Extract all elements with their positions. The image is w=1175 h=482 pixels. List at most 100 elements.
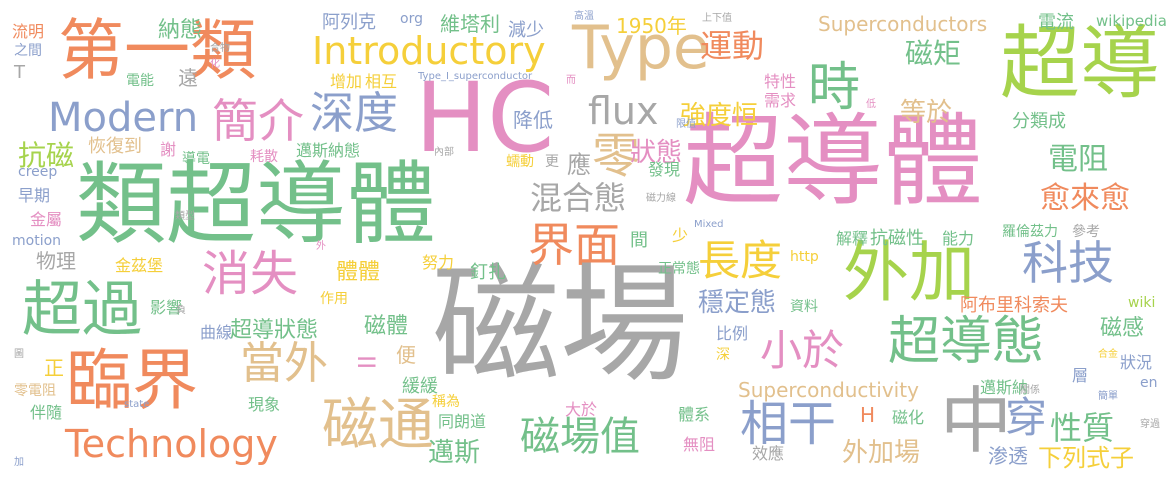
word-normal-state: 正常態 — [658, 261, 700, 277]
word-intensity-constant: 強度恒 — [680, 101, 759, 131]
word-outside: 外 — [316, 241, 326, 252]
word-situation: 狀況 — [1120, 353, 1153, 372]
word-science-tech: 科技 — [1022, 236, 1114, 290]
word-field-value: 磁場值 — [520, 414, 640, 460]
word-and: 而 — [566, 75, 576, 86]
word-called: 稱為 — [432, 394, 460, 410]
word-accompany: 伴隨 — [30, 403, 63, 422]
word-more: 更 — [545, 154, 559, 170]
word-mutual: 相互 — [365, 72, 398, 91]
word-negative: 負 — [176, 305, 186, 316]
word-modern: Modern — [48, 95, 199, 141]
word-when: 時 — [808, 58, 861, 118]
word-resistance: 電阻 — [1048, 142, 1108, 177]
word-superconducting-condition: 超導狀態 — [230, 318, 319, 343]
word-demand: 需求 — [764, 91, 797, 110]
word-alexei: 阿列克 — [322, 12, 376, 33]
word-between-two: 之間 — [14, 43, 42, 59]
word-abrikosov: 阿布里科索夫 — [960, 295, 1068, 316]
word-critical: 臨界 — [66, 342, 198, 419]
word-pinning: 釘扎 — [470, 262, 506, 283]
word-effect: 效應 — [752, 444, 785, 463]
word-state: 狀態 — [630, 138, 683, 168]
word-classify: 分類成 — [1012, 111, 1066, 132]
word-data: 資料 — [790, 299, 818, 315]
word-system: 體系 — [678, 405, 711, 424]
word-compound: 合物 — [210, 43, 230, 54]
word-type-one: 第一類 — [58, 12, 256, 89]
word-type-i-superconductor: Type_I_superconductor — [418, 71, 533, 82]
word-mixed-state: 混合態 — [530, 179, 627, 217]
word-roman-two: II — [352, 355, 380, 370]
word-flux-en: flux — [588, 89, 659, 133]
word-ability: 能力 — [942, 229, 975, 248]
word-stable-state: 穩定態 — [698, 288, 777, 318]
word-zero: 零 — [592, 128, 641, 184]
word-layer: 層 — [1072, 366, 1089, 385]
word-effort: 努力 — [422, 253, 455, 272]
word-meissner-name: 邁斯納 — [980, 378, 1029, 397]
word-magnetic-moment: 磁矩 — [905, 37, 962, 70]
word-explain: 解釋 — [836, 229, 869, 248]
word-discover: 發現 — [648, 160, 681, 179]
word-applied: 外加 — [843, 234, 975, 311]
word-equals: 等於 — [900, 98, 953, 128]
word-creep: creep — [18, 164, 58, 180]
word-interior: 內部 — [434, 147, 454, 158]
word-metal: 金屬 — [30, 210, 63, 229]
word-effect-action: 作用 — [320, 291, 348, 307]
word-ize: 化 — [210, 59, 220, 70]
word-reference: 參考 — [1072, 224, 1100, 240]
word-lorentz-force: 羅倫茲力 — [1002, 224, 1058, 240]
word-coherence: 相干 — [740, 396, 837, 452]
word-electric-energy: 電能 — [126, 73, 154, 89]
word-magnet: 磁體 — [364, 314, 409, 339]
word-body: 體體 — [336, 260, 381, 285]
word-current: 電流 — [1038, 12, 1074, 33]
word-simple: 簡單 — [1098, 391, 1118, 402]
word-superconductivity: Superconductivity — [738, 378, 919, 402]
word-characteristic: 特性 — [764, 72, 797, 91]
word-meissner: 邁斯 — [428, 438, 481, 468]
word-superconduct: 超導 — [1000, 17, 1160, 110]
word-conduct: 導電 — [182, 151, 210, 167]
word-creep-zh: 蠕動 — [506, 154, 534, 170]
word-applied-field: 外加場 — [842, 438, 921, 468]
word-en: en — [1140, 375, 1158, 391]
word-when-outside: 當外 — [240, 338, 328, 389]
word-less-than: 小於 — [760, 326, 845, 375]
word-zero-resistance: 零電阻 — [14, 383, 56, 399]
word-high-temp: 高溫 — [574, 11, 594, 22]
word-greater-than: 大於 — [565, 400, 598, 419]
word-low: 低 — [866, 99, 876, 110]
word-convenient: 便 — [396, 343, 416, 367]
word-diamagnetic: 抗磁 — [18, 139, 75, 172]
word-vitaly: 維塔利 — [440, 12, 500, 36]
word-influence: 影響 — [150, 298, 183, 317]
word-http: http — [790, 249, 819, 265]
word-alloy: 合金 — [1098, 349, 1118, 360]
word-ginzburg: 金茲堡 — [115, 256, 164, 275]
word-slowly: 緩緩 — [402, 376, 438, 397]
word-dissipate: 耗散 — [250, 149, 278, 165]
word-reduce: 減少 — [508, 20, 544, 41]
word-limit: 限值 — [676, 119, 696, 130]
word-motion: 運動 — [700, 27, 765, 65]
word-magnetization: 磁化 — [892, 408, 925, 427]
word-field-lines: 磁力線 — [646, 193, 676, 204]
word-pass-through: 穿過 — [1140, 419, 1160, 430]
word-h: H — [860, 403, 876, 427]
word-length: 長度 — [698, 236, 783, 285]
word-flux: 磁通 — [322, 393, 434, 458]
word-penetrate: 穿 — [1005, 393, 1048, 442]
word-xie: 謝 — [160, 140, 177, 159]
word-landau: 同朗道 — [438, 412, 487, 431]
word-t: T — [14, 62, 25, 83]
word-interface: 界面 — [528, 218, 620, 272]
word-lumen: 流明 — [12, 22, 45, 41]
word-wikipedia: wikipedia — [1096, 12, 1167, 30]
word-ratio: 比例 — [716, 324, 749, 343]
word-type-superconductor: 類超導體 — [76, 152, 436, 257]
word-hc: HC — [415, 62, 555, 174]
word-intro: 簡介 — [212, 94, 304, 148]
